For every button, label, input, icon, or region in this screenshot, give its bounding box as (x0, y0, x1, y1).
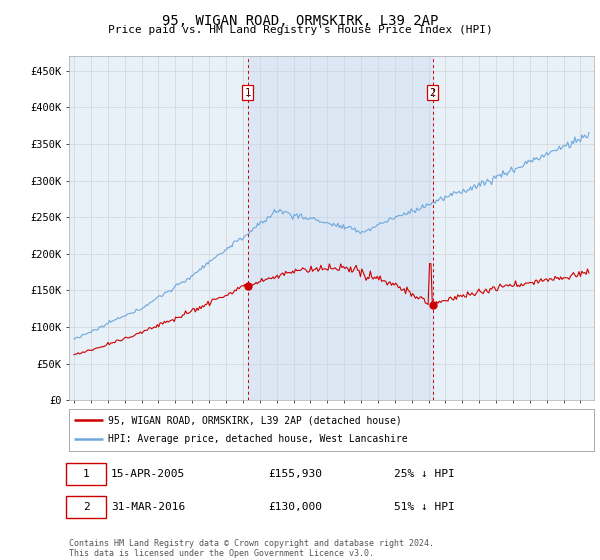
Text: 1: 1 (83, 469, 89, 479)
Text: £130,000: £130,000 (269, 502, 323, 512)
Text: Contains HM Land Registry data © Crown copyright and database right 2024.
This d: Contains HM Land Registry data © Crown c… (69, 539, 434, 558)
Text: 51% ↓ HPI: 51% ↓ HPI (395, 502, 455, 512)
FancyBboxPatch shape (67, 464, 106, 486)
Text: 2: 2 (430, 87, 436, 97)
FancyBboxPatch shape (67, 496, 106, 519)
Text: 1: 1 (244, 87, 251, 97)
Bar (248, 56, 433, 400)
Text: 15-APR-2005: 15-APR-2005 (111, 469, 185, 479)
Text: 95, WIGAN ROAD, ORMSKIRK, L39 2AP: 95, WIGAN ROAD, ORMSKIRK, L39 2AP (162, 14, 438, 28)
Text: Price paid vs. HM Land Registry's House Price Index (HPI): Price paid vs. HM Land Registry's House … (107, 25, 493, 35)
Text: HPI: Average price, detached house, West Lancashire: HPI: Average price, detached house, West… (109, 435, 408, 445)
Text: 31-MAR-2016: 31-MAR-2016 (111, 502, 185, 512)
Text: 95, WIGAN ROAD, ORMSKIRK, L39 2AP (detached house): 95, WIGAN ROAD, ORMSKIRK, L39 2AP (detac… (109, 415, 402, 425)
Text: 25% ↓ HPI: 25% ↓ HPI (395, 469, 455, 479)
Text: 2: 2 (83, 502, 89, 512)
Text: £155,930: £155,930 (269, 469, 323, 479)
